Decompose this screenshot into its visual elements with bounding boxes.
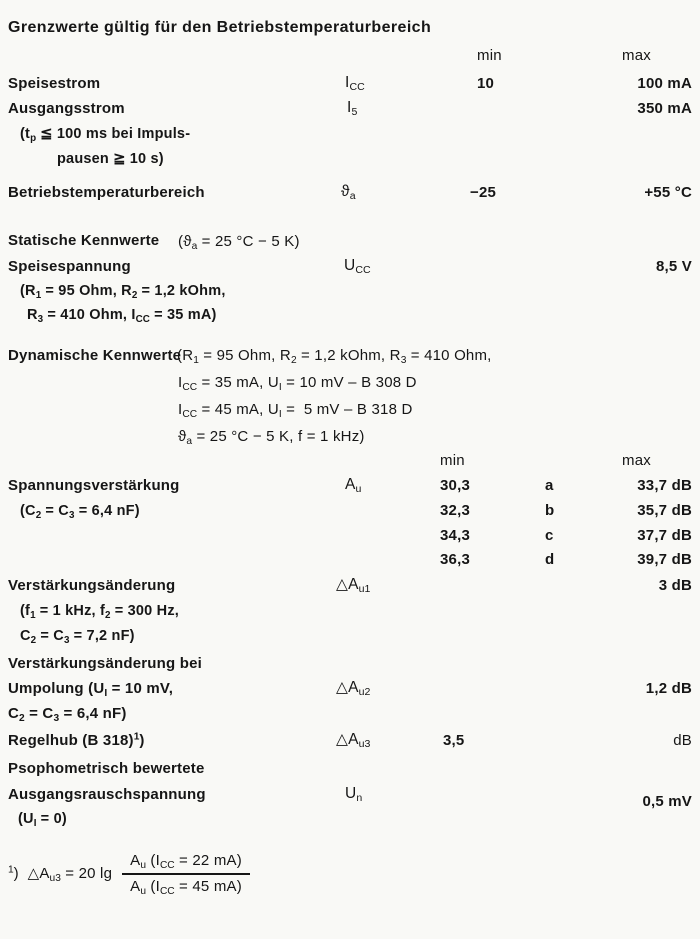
gain-row-a-variant: a <box>545 477 554 494</box>
gain-row-a-max: 33,7 dB <box>637 477 692 494</box>
row-au2-label-line3: C2 = C3 = 6,4 nF) <box>8 705 127 725</box>
au1-cond-line2: C2 = C3 = 7,2 nF) <box>20 628 135 646</box>
speisestrom-min-value: 10 <box>477 75 495 92</box>
dynamisch-cond-line4: ϑa = 25 °C − 5 K, f = 1 kHz) <box>178 428 365 448</box>
row-spannungsverstaerkung-label: Spannungsverstärkung <box>8 477 180 494</box>
betriebstemperatur-min-value: −25 <box>470 184 497 201</box>
row-au2-label-line2: Umpolung (UI = 10 mV, <box>8 680 174 700</box>
symbol-delta-au1: △Au1 <box>336 576 371 596</box>
speisespannung-max-value: 8,5 V <box>655 258 692 275</box>
speisespannung-cond-line1: (R1 = 95 Ohm, R2 = 1,2 kOhm, <box>20 283 226 301</box>
gain-row-b-min: 32,3 <box>440 502 470 519</box>
section-heading-dynamisch: Dynamische Kennwerte <box>8 347 182 364</box>
ausgangsstrom-note-line2: pausen ≧ 10 s) <box>57 151 164 167</box>
section-heading-statisch: Statische Kennwerte <box>8 232 160 249</box>
col-header-min-dynamisch: min <box>440 452 465 469</box>
symbol-i5: I5 <box>347 99 358 119</box>
betriebstemperatur-max-value: +55 °C <box>644 184 692 201</box>
au2-max-value: 1,2 dB <box>645 680 692 697</box>
gain-row-c-variant: c <box>545 527 554 544</box>
gain-row-d-max: 39,7 dB <box>637 551 692 568</box>
row-noise-label-line1: Psophometrisch bewertete <box>8 760 205 777</box>
dynamisch-cond-line3: ICC = 45 mA, UI = 5 mV – B 318 D <box>178 401 413 421</box>
symbol-delta-au3: △Au3 <box>336 731 371 751</box>
col-header-min-limits: min <box>477 47 502 64</box>
row-au3-label: Regelhub (B 318)1) <box>8 731 145 749</box>
symbol-un: Un <box>345 785 363 805</box>
symbol-theta-a: ϑa <box>341 183 356 203</box>
speisespannung-cond-line2: R3 = 410 Ohm, ICC = 35 mA) <box>27 307 217 325</box>
footnote-fraction: Au (ICC = 22 mA) Au (ICC = 45 mA) <box>122 852 250 898</box>
noise-max-value: 0,5 mV <box>642 793 692 810</box>
gain-row-b-max: 35,7 dB <box>637 502 692 519</box>
gain-row-b-variant: b <box>545 502 555 519</box>
symbol-au: Au <box>345 476 362 496</box>
symbol-ucc: UCC <box>344 257 371 277</box>
row-au2-label-line1: Verstärkungsänderung bei <box>8 655 203 672</box>
row-au1-label: Verstärkungsänderung <box>8 577 176 594</box>
gain-row-d-variant: d <box>545 551 555 568</box>
au1-cond-line1: (f1 = 1 kHz, f2 = 300 Hz, <box>20 603 180 621</box>
col-header-max-limits: max <box>622 47 651 64</box>
gain-row-a-min: 30,3 <box>440 477 470 494</box>
au3-max-unit: dB <box>673 732 692 749</box>
footnote-formula: 1) △Au3 = 20 lg Au (ICC = 22 mA) Au (ICC… <box>8 852 250 898</box>
row-betriebstemperatur-label: Betriebstemperaturbereich <box>8 184 205 201</box>
spannungsverstaerkung-cond: (C2 = C3 = 6,4 nF) <box>20 503 140 521</box>
dynamisch-cond-line1: (R1 = 95 Ohm, R2 = 1,2 kOhm, R3 = 410 Oh… <box>177 347 492 367</box>
col-header-max-dynamisch: max <box>622 452 651 469</box>
row-speisespannung-label: Speisespannung <box>8 258 131 275</box>
row-ausgangsstrom-label: Ausgangsstrom <box>8 100 125 117</box>
speisestrom-max-value: 100 mA <box>637 75 692 92</box>
row-speisestrom-label: Speisestrom <box>8 75 101 92</box>
ausgangsstrom-max-value: 350 mA <box>637 100 692 117</box>
page-title: Grenzwerte gültig für den Betriebstemper… <box>8 19 432 36</box>
gain-row-d-min: 36,3 <box>440 551 470 568</box>
au3-min-value: 3,5 <box>443 732 465 749</box>
au1-max-value: 3 dB <box>658 577 692 594</box>
row-noise-label-line2: Ausgangsrauschspannung <box>8 786 206 803</box>
row-noise-label-line3: (UI = 0) <box>18 811 67 829</box>
fraction-numerator: Au (ICC = 22 mA) <box>122 852 250 875</box>
ausgangsstrom-note-line1: (tp ≦ 100 ms bei Impuls- <box>20 126 191 144</box>
gain-row-c-max: 37,7 dB <box>637 527 692 544</box>
fraction-denominator: Au (ICC = 45 mA) <box>130 878 242 898</box>
footnote-lhs: 1) △Au3 = 20 lg <box>8 864 113 885</box>
statisch-heading-condition: (ϑa = 25 °C − 5 K) <box>178 233 300 253</box>
dynamisch-cond-line2: ICC = 35 mA, UI = 10 mV – B 308 D <box>178 374 417 394</box>
symbol-icc: ICC <box>345 74 365 94</box>
symbol-delta-au2: △Au2 <box>336 679 371 699</box>
gain-row-c-min: 34,3 <box>440 527 470 544</box>
